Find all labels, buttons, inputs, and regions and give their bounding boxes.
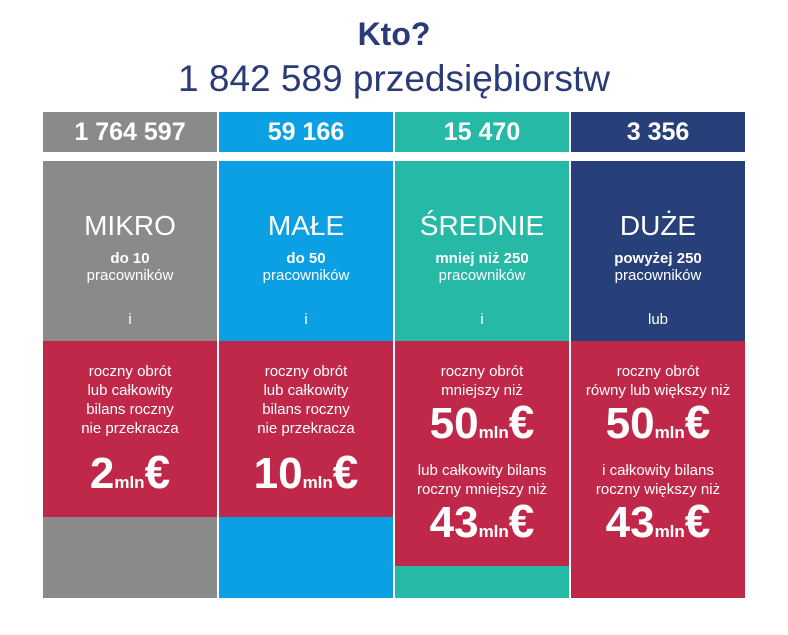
count-header-male: 59 166 [219, 112, 393, 152]
criteria-text: roczny obrót lub całkowity bilans roczny… [257, 363, 355, 437]
amount-threshold: 2mln€ [89, 446, 171, 498]
criteria-text: roczny obrót lub całkowity bilans roczny… [81, 363, 179, 437]
conjunction-label: i [304, 311, 308, 328]
criteria-text-secondary: lub całkowity bilans roczny mniejszy niż [416, 462, 548, 498]
category-label: DUŻE [619, 210, 697, 241]
amount-threshold: 10mln€ [253, 446, 359, 498]
employees-word: pracowników [614, 267, 702, 284]
count-header-srednie: 15 470 [395, 112, 569, 152]
criteria-text-secondary: i całkowity bilans roczny większy niż [595, 462, 721, 498]
employees-limit: mniej niż 250 [435, 250, 529, 267]
financial-criteria-box: roczny obrót mniejszy niż 50mln€ lub cał… [395, 341, 569, 566]
employees-label: powyżej 250 pracowników [571, 250, 745, 284]
conjunction-label: lub [647, 311, 669, 328]
body-male: MAŁE do 50 pracowników i roczny obrót lu… [219, 161, 393, 598]
employees-word: pracowników [262, 267, 350, 284]
conjunction-label: i [128, 311, 132, 328]
employees-limit: do 10 [110, 250, 150, 267]
employees-word: pracowników [86, 267, 174, 284]
financial-criteria-box: roczny obrót równy lub większy niż 50mln… [571, 341, 745, 598]
financial-criteria-box: roczny obrót lub całkowity bilans roczny… [219, 341, 393, 517]
employees-label: mniej niż 250 pracowników [395, 250, 569, 284]
criteria-text: roczny obrót równy lub większy niż [585, 363, 731, 399]
count-header-mikro: 1 764 597 [43, 112, 217, 152]
employees-label: do 50 pracowników [219, 250, 393, 284]
page-title: Kto? [357, 16, 431, 52]
body-srednie: ŚREDNIE mniej niż 250 pracowników i rocz… [395, 161, 569, 598]
employees-word: pracowników [438, 267, 526, 284]
category-label: ŚREDNIE [419, 210, 545, 241]
category-label: MAŁE [267, 210, 345, 241]
amount-threshold: 50mln€ [429, 396, 535, 448]
body-mikro: MIKRO do 10 pracowników i roczny obrót l… [43, 161, 217, 598]
count-header-duze: 3 356 [571, 112, 745, 152]
conjunction-label: i [480, 311, 484, 328]
employees-label: do 10 pracowników [43, 250, 217, 284]
category-label: MIKRO [84, 210, 176, 241]
financial-criteria-box: roczny obrót lub całkowity bilans roczny… [43, 341, 217, 517]
amount-threshold-secondary: 43mln€ [429, 495, 535, 547]
employees-limit: do 50 [286, 250, 326, 267]
body-duze: DUŻE powyżej 250 pracowników lub roczny … [571, 161, 745, 598]
page-subtitle: 1 842 589 przedsiębiorstw [178, 58, 610, 99]
employees-limit: powyżej 250 [614, 250, 702, 267]
amount-threshold-secondary: 43mln€ [605, 495, 711, 547]
amount-threshold: 50mln€ [605, 396, 711, 448]
criteria-text: roczny obrót mniejszy niż [440, 363, 524, 399]
